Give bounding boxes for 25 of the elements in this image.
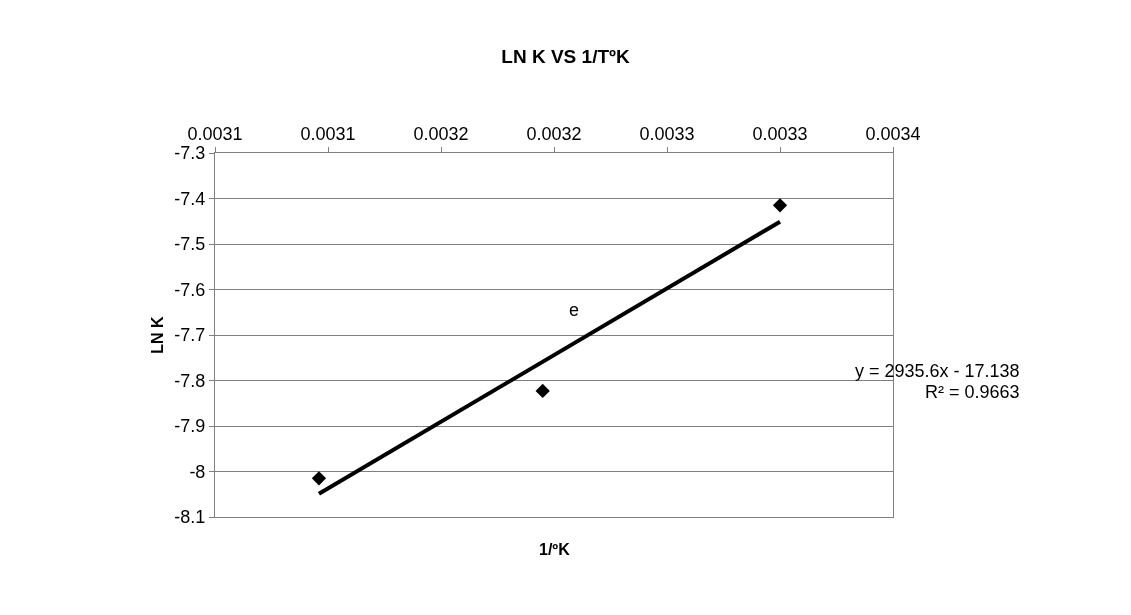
annotation: e xyxy=(569,300,580,320)
y-tick-label: -8.1 xyxy=(174,507,206,528)
text: R² = 0.9663 xyxy=(925,382,1020,402)
chart-title: LN K VS 1/TºK xyxy=(501,45,630,67)
y-tick-label: -7.9 xyxy=(174,416,206,437)
x-tick-label: 0.0032 xyxy=(526,123,582,144)
point xyxy=(311,471,327,486)
y-tick-label: -8 xyxy=(189,461,206,482)
y-tick-label: -7.4 xyxy=(174,188,206,209)
y-axis-title: LN K xyxy=(149,315,167,354)
x-tick-label: 0.0034 xyxy=(865,123,921,144)
y-tick-label: -7.6 xyxy=(174,279,206,300)
x-tick-label: 0.0033 xyxy=(752,123,808,144)
x-tick-label: 0.0032 xyxy=(413,123,469,144)
y-tick-label: -7.3 xyxy=(174,143,206,164)
annotation: y = 2935.6x - 17.138 xyxy=(855,361,1020,381)
x-tick-label: 0.0031 xyxy=(300,123,356,144)
x-axis-title: 1/ºK xyxy=(539,541,571,558)
y-tick-label: -7.7 xyxy=(174,325,206,346)
y-tick-label: -7.8 xyxy=(174,370,206,391)
point xyxy=(535,383,550,399)
x-tick-label: 0.0033 xyxy=(639,123,695,144)
x-tick-label: 0.0031 xyxy=(187,123,243,144)
y-tick-label: -7.5 xyxy=(174,234,206,255)
point xyxy=(772,198,788,213)
